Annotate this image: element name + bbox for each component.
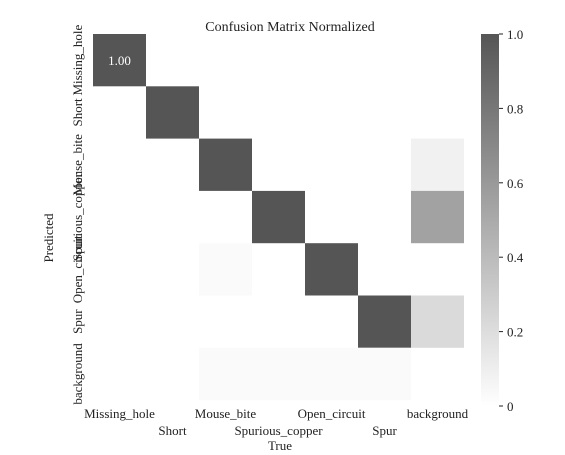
heatmap-cell [411,190,464,244]
colorbar [481,34,499,406]
heatmap-cell [146,86,199,139]
colorbar-tick-label: 0.4 [507,250,524,265]
x-tick-label: Missing_hole [84,406,155,421]
cell-annotations: 1.00 [108,53,131,68]
heatmap-cell [199,243,252,296]
colorbar-tick-label: 0.6 [507,176,524,191]
colorbar-tick-label: 1.0 [507,27,523,42]
heatmap-cell [199,347,252,401]
y-tick-label: Missing_hole [70,25,85,96]
heatmap-cell [305,347,358,401]
x-tick-label: Spurious_copper [234,423,323,438]
cell-value-label: 1.00 [108,53,131,68]
chart-title: Confusion Matrix Normalized [205,20,375,35]
colorbar-tick-label: 0.2 [507,325,523,340]
y-tick-label: Spurious_copper [70,172,85,261]
heatmap-cell [305,243,358,296]
y-tick-label: Spur [70,309,85,334]
x-tick-label: Open_circuit [298,406,366,421]
colorbar-ticks: 0 0.2 0.4 0.6 0.8 1.0 [499,27,524,414]
y-tick-labels: Missing_hole Short Mouse_biteSpurious_copp… [70,25,85,405]
y-tick-label: Open_circuit [70,235,85,303]
x-tick-label: Short [158,423,187,438]
y-tick-label: Short [70,98,85,127]
x-tick-label: Spur [372,423,397,438]
y-tick-label: Mouse_bite [70,134,85,196]
heatmap-cell [252,347,305,401]
heatmap-cell [252,190,305,244]
heatmap-cell [411,138,464,191]
x-tick-label: Mouse_bite [195,406,257,421]
colorbar-tick-label: 0.8 [507,101,523,116]
y-tick-label: background [70,343,85,405]
heatmap-cells [93,34,464,401]
heatmap-cell [358,295,411,348]
x-axis-label: True [268,438,292,453]
heatmap-cell [411,295,464,348]
y-axis-label: Predicted [41,213,56,263]
x-tick-label: background [407,406,469,421]
heatmap-cell [358,347,411,401]
heatmap-cell [93,34,146,87]
heatmap-cell [199,138,252,191]
colorbar-tick-label: 0 [507,399,514,414]
